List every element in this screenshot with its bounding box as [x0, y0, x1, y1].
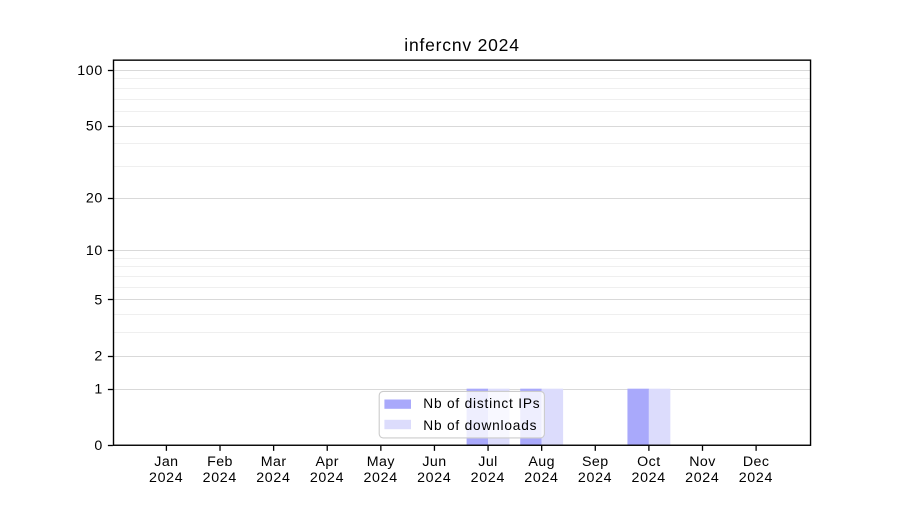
svg-text:2024: 2024	[632, 470, 666, 486]
svg-text:20: 20	[86, 191, 103, 207]
svg-text:Feb: Feb	[207, 454, 233, 470]
svg-text:May: May	[367, 454, 396, 470]
svg-text:Apr: Apr	[316, 454, 339, 470]
svg-text:Jan: Jan	[154, 454, 178, 470]
svg-text:2024: 2024	[363, 470, 397, 486]
svg-text:infercnv 2024: infercnv 2024	[404, 35, 519, 55]
svg-text:Jun: Jun	[422, 454, 446, 470]
svg-text:2024: 2024	[310, 470, 344, 486]
svg-text:Oct: Oct	[637, 454, 660, 470]
svg-text:Sep: Sep	[582, 454, 609, 470]
svg-text:50: 50	[86, 119, 103, 135]
svg-text:5: 5	[94, 292, 103, 308]
svg-text:1: 1	[94, 382, 103, 398]
svg-text:Jul: Jul	[478, 454, 498, 470]
svg-text:Mar: Mar	[261, 454, 287, 470]
svg-text:2024: 2024	[739, 470, 773, 486]
svg-text:0: 0	[94, 438, 103, 454]
svg-text:2024: 2024	[578, 470, 612, 486]
svg-text:2024: 2024	[203, 470, 237, 486]
svg-text:2024: 2024	[471, 470, 505, 486]
svg-text:10: 10	[86, 243, 103, 259]
svg-text:2024: 2024	[256, 470, 290, 486]
svg-text:Nb of downloads: Nb of downloads	[423, 418, 537, 433]
svg-text:Nb of distinct IPs: Nb of distinct IPs	[423, 396, 540, 411]
svg-text:2024: 2024	[685, 470, 719, 486]
svg-text:Nov: Nov	[689, 454, 716, 470]
svg-text:Dec: Dec	[743, 454, 770, 470]
svg-text:100: 100	[77, 63, 103, 79]
svg-text:2024: 2024	[417, 470, 451, 486]
svg-text:2024: 2024	[524, 470, 558, 486]
svg-text:Aug: Aug	[528, 454, 555, 470]
svg-text:2: 2	[94, 349, 103, 365]
svg-text:2024: 2024	[149, 470, 183, 486]
